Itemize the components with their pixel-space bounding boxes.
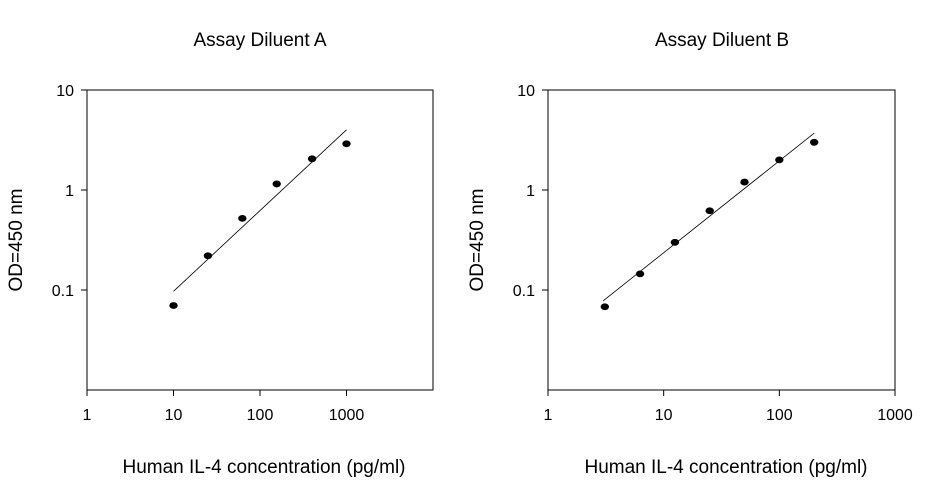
data-point [809, 138, 819, 146]
y-tick-label: 0.1 [513, 283, 535, 300]
plot-frame [547, 89, 896, 391]
data-point [670, 238, 680, 246]
axis-ticks: 1 10 100 1000 0.1 1 10 [513, 83, 913, 424]
chart-title: Assay Diluent A [193, 30, 326, 51]
x-tick-label: 100 [766, 407, 793, 424]
x-tick-label: 1 [544, 407, 553, 424]
y-tick-label: 1 [526, 183, 535, 200]
data-points [169, 140, 351, 309]
x-tick-label: 1000 [877, 407, 913, 424]
fit-line [173, 129, 347, 292]
fit-line-group [173, 129, 347, 292]
y-tick-label: 10 [56, 83, 74, 100]
y-tick-label: 10 [517, 83, 535, 100]
data-point [740, 178, 749, 186]
data-point [775, 156, 784, 164]
x-axis-label: Human IL-4 concentration (pg/ml) [584, 457, 867, 478]
data-point [705, 207, 714, 215]
y-axis-label: OD=450 nm [467, 189, 488, 292]
data-point [635, 270, 645, 278]
y-tick-label: 0.1 [52, 283, 74, 300]
x-tick-label: 1000 [329, 407, 365, 424]
data-point [307, 155, 317, 163]
chart-assay-diluent-b: Assay Diluent B 1 10 100 1000 0.1 1 10 Human I… [467, 30, 913, 478]
y-tick-label: 1 [65, 183, 74, 200]
data-point [203, 252, 213, 260]
data-point [272, 180, 281, 188]
data-point [169, 302, 178, 309]
chart-assay-diluent-a: Assay Diluent A 1 10 100 1000 0.1 1 10 Human I… [6, 30, 434, 478]
chart-title: Assay Diluent B [655, 30, 789, 51]
x-tick-label: 10 [165, 407, 183, 424]
data-point [342, 140, 351, 148]
plot-frame [86, 89, 434, 391]
data-points [600, 138, 819, 311]
x-tick-label: 100 [247, 407, 274, 424]
x-tick-label: 10 [655, 407, 673, 424]
x-axis-label: Human IL-4 concentration (pg/ml) [122, 457, 405, 478]
data-point [600, 303, 610, 311]
y-axis-label: OD=450 nm [6, 189, 27, 292]
axis-ticks: 1 10 100 1000 0.1 1 10 [52, 83, 365, 424]
x-tick-label: 1 [83, 407, 92, 424]
data-point [238, 214, 247, 222]
